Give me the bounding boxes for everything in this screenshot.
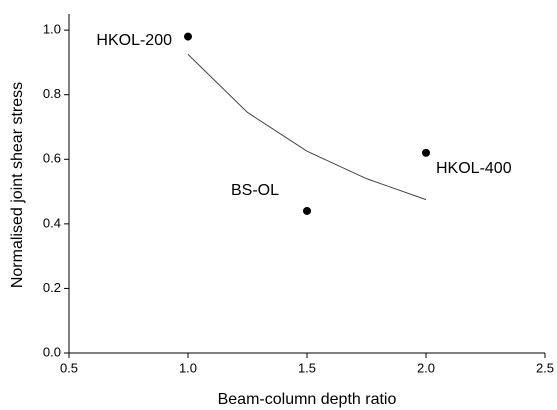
y-tick-label: 0.2 — [43, 280, 61, 295]
fit-curve — [187, 53, 427, 201]
point — [422, 148, 430, 157]
x-tick-label: 2.0 — [417, 360, 435, 375]
y-tick-label: 0.8 — [43, 86, 61, 101]
x-tick-label: 1.0 — [179, 360, 197, 375]
y-tick-label: 0.6 — [43, 151, 61, 166]
x-axis-label: Beam-column depth ratio — [218, 391, 397, 408]
y-axis-label: Normalised joint shear stress — [9, 82, 26, 288]
point-label: HKOL-200 — [96, 32, 172, 49]
point — [184, 32, 192, 41]
y-tick-label: 0.4 — [43, 215, 61, 230]
y-tick-label: 1.0 — [43, 22, 61, 37]
point-label: HKOL-400 — [436, 160, 512, 177]
x-tick-label: 1.5 — [298, 360, 316, 375]
point — [303, 206, 311, 215]
x-tick-label: 0.5 — [60, 360, 78, 375]
point-label: BS-OL — [231, 182, 279, 199]
x-tick-label: 2.5 — [536, 360, 554, 375]
y-tick-label: 0.0 — [43, 344, 61, 359]
